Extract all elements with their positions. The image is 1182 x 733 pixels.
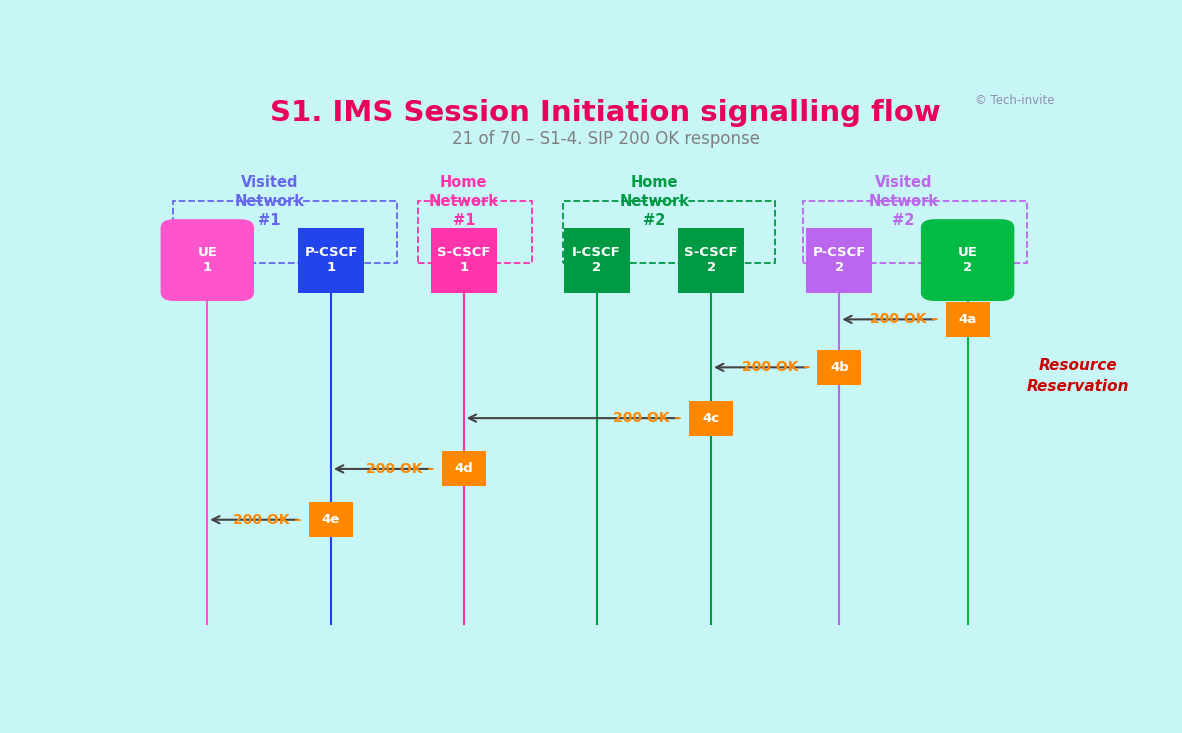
Text: Home
Network
#2: Home Network #2	[619, 175, 689, 228]
FancyBboxPatch shape	[921, 219, 1014, 301]
Text: Home
Network
#1: Home Network #1	[429, 175, 499, 228]
Text: 200 OK –: 200 OK –	[870, 312, 939, 326]
Text: 21 of 70 – S1-4. SIP 200 OK response: 21 of 70 – S1-4. SIP 200 OK response	[452, 130, 760, 148]
Text: UE
2: UE 2	[957, 246, 978, 274]
FancyBboxPatch shape	[430, 228, 496, 292]
Text: Visited
Network
#2: Visited Network #2	[869, 175, 939, 228]
Text: 200 OK –: 200 OK –	[233, 513, 301, 527]
FancyBboxPatch shape	[442, 452, 486, 487]
Text: I-CSCF
2: I-CSCF 2	[572, 246, 621, 274]
Text: S1. IMS Session Initiation signalling flow: S1. IMS Session Initiation signalling fl…	[271, 100, 941, 128]
Text: 4d: 4d	[454, 463, 473, 476]
FancyBboxPatch shape	[161, 219, 254, 301]
FancyBboxPatch shape	[298, 228, 364, 292]
Bar	[174, 201, 397, 263]
FancyBboxPatch shape	[946, 302, 989, 337]
Text: P-CSCF
2: P-CSCF 2	[813, 246, 866, 274]
Text: © Tech-invite: © Tech-invite	[975, 94, 1054, 107]
Text: 4a: 4a	[959, 313, 976, 326]
FancyBboxPatch shape	[806, 228, 872, 292]
Text: S-CSCF
2: S-CSCF 2	[684, 246, 738, 274]
Bar	[418, 201, 532, 263]
Text: P-CSCF
1: P-CSCF 1	[304, 246, 358, 274]
Text: UE
1: UE 1	[197, 246, 217, 274]
Bar	[803, 201, 1027, 263]
FancyBboxPatch shape	[689, 401, 733, 435]
Bar	[563, 201, 775, 263]
FancyBboxPatch shape	[309, 502, 353, 537]
Text: 200 OK –: 200 OK –	[741, 361, 810, 375]
Text: S-CSCF
1: S-CSCF 1	[437, 246, 491, 274]
Text: 4c: 4c	[702, 412, 720, 424]
FancyBboxPatch shape	[564, 228, 630, 292]
Text: Resource
Reservation: Resource Reservation	[1027, 358, 1130, 394]
Text: 200 OK –: 200 OK –	[366, 462, 435, 476]
FancyBboxPatch shape	[678, 228, 745, 292]
Text: 4b: 4b	[830, 361, 849, 374]
Text: 200 OK –: 200 OK –	[613, 411, 682, 425]
Text: Visited
Network
#1: Visited Network #1	[234, 175, 305, 228]
FancyBboxPatch shape	[818, 350, 862, 385]
Text: 4e: 4e	[322, 513, 340, 526]
